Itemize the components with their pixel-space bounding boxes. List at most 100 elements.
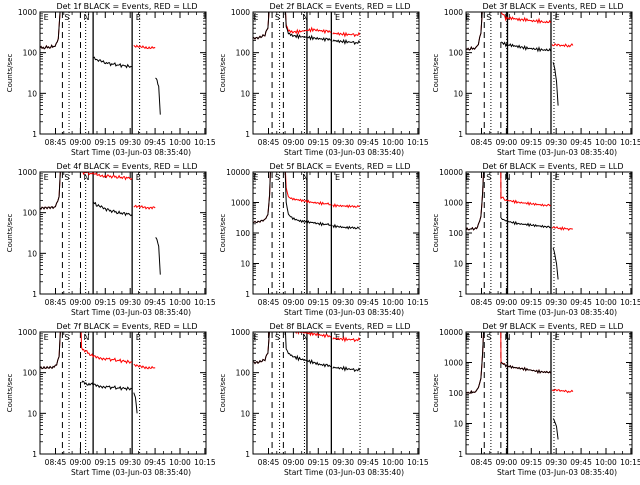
event-label: E [466,13,471,22]
event-label: S [486,173,491,182]
x-tick-label: 09:45 [570,458,592,467]
series-group [253,172,360,230]
x-tick-label: 09:00 [496,138,518,147]
y-tick-label: 10000 [439,168,463,177]
event-label: E [136,13,141,22]
y-tick-label: 1000 [18,168,37,177]
y-tick-label: 1 [32,450,37,459]
y-tick-label: 100 [236,369,251,378]
series-group [40,172,161,275]
event-label: E [44,333,49,342]
y-tick-label: 1 [32,130,37,139]
x-tick-label: 10:15 [194,298,216,307]
x-tick-label: 09:15 [307,138,329,147]
x-tick-label: 10:00 [169,298,191,307]
y-tick-label: 1000 [444,8,463,17]
series-line-events [466,172,485,231]
plot-frame [252,11,420,135]
series-line-lld [500,172,551,207]
series-line-events [93,56,133,69]
x-tick-label: 09:00 [70,138,92,147]
y-tick-label: 10000 [226,168,250,177]
series-line-events [133,392,138,414]
x-tick-label: 10:15 [194,458,216,467]
x-tick-label: 09:30 [119,298,141,307]
plot-frame [252,171,420,295]
series-line-lld [133,204,156,210]
event-label: N [302,173,308,182]
panel-det-2f: Det 2f BLACK = Events, RED = LLD Counts/s… [219,2,429,157]
y-tick-label: 10 [27,409,37,418]
event-label: N [84,13,90,22]
event-label: E [136,333,141,342]
series-group [466,172,573,280]
event-label: E [44,173,49,182]
series-line-events [466,332,485,394]
x-tick-label: 09:45 [144,138,166,147]
x-tick-label: 09:00 [496,298,518,307]
x-tick-label: 09:45 [357,458,379,467]
x-tick-label: 09:15 [520,298,542,307]
event-label: N [505,173,511,182]
x-tick-label: 08:45 [471,458,493,467]
x-tick-label: 10:15 [407,458,429,467]
event-label: E [555,173,560,182]
series-line-events [92,201,133,217]
x-tick-label: 09:30 [332,458,354,467]
y-axis-label: Counts/sec [432,214,440,253]
x-tick-label: 09:30 [119,138,141,147]
series-line-events [466,12,483,51]
panel-det-9f: Det 9f BLACK = Events, RED = LLD Counts/s… [432,322,640,477]
event-label: E [555,333,560,342]
y-tick-label: 1 [245,450,250,459]
series-group [253,12,361,46]
series-line-events [500,361,552,375]
panel-title: Det 3f BLACK = Events, RED = LLD [482,2,623,11]
y-tick-label: 1 [458,450,463,459]
panel-det-8f: Det 8f BLACK = Events, RED = LLD Counts/s… [219,322,429,477]
y-tick-label: 10 [453,89,463,98]
series-line-lld [332,31,361,38]
x-tick-label: 10:00 [169,458,191,467]
x-tick-label: 09:15 [520,458,542,467]
y-tick-label: 1 [245,290,250,299]
panel-det-6f: Det 6f BLACK = Events, RED = LLD Counts/s… [432,162,640,317]
y-tick-label: 100 [449,229,464,238]
y-tick-label: 100 [449,49,464,58]
x-tick-label: 08:45 [258,138,280,147]
series-line-events [332,38,361,46]
event-label: S [486,13,491,22]
x-tick-label: 08:45 [45,138,67,147]
series-line-events [155,237,161,275]
y-tick-label: 10 [240,409,250,418]
x-tick-label: 09:45 [357,298,379,307]
y-tick-label: 1000 [18,8,37,17]
y-tick-label: 10 [453,420,463,429]
x-tick-label: 09:15 [520,138,542,147]
y-tick-label: 10 [453,260,463,269]
series-line-events [40,332,61,370]
series-line-events [284,172,332,227]
y-tick-label: 10000 [439,328,463,337]
series-line-events [332,223,360,230]
series-line-lld [133,44,156,50]
y-axis-label: Counts/sec [6,214,14,253]
event-label: N [302,13,308,22]
event-label: E [136,173,141,182]
panel-det-5f: Det 5f BLACK = Events, RED = LLD Counts/s… [219,162,429,317]
event-label: E [466,333,471,342]
x-tick-label: 10:00 [595,138,617,147]
series-group [466,12,574,106]
y-axis-label: Counts/sec [432,374,440,413]
x-tick-label: 09:45 [570,298,592,307]
y-tick-label: 10 [27,249,37,258]
x-axis-label: Start Time (03-Jun-03 08:35:40) [71,148,191,157]
y-tick-label: 1000 [231,199,250,208]
y-tick-label: 10 [27,89,37,98]
event-label: E [335,13,340,22]
event-label: E [253,333,258,342]
y-tick-label: 10 [240,260,250,269]
plot-frame [39,331,207,455]
event-label: E [44,13,49,22]
